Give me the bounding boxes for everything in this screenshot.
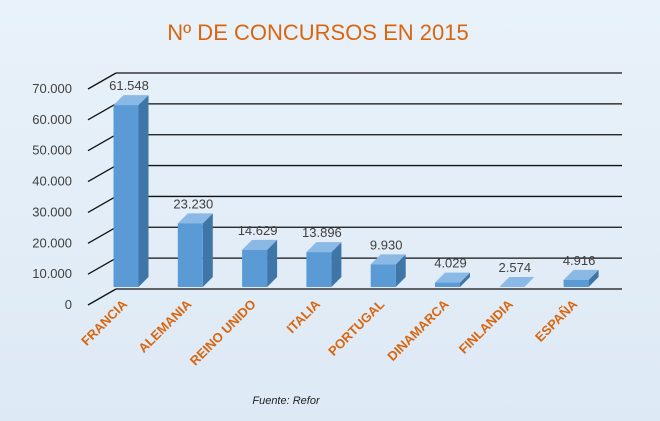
bar-alemania (177, 213, 213, 287)
bar-side (138, 95, 149, 287)
bar-top (113, 95, 149, 106)
x-tick-label: DINAMARCA (384, 296, 452, 364)
data-label: 61.548 (109, 78, 149, 93)
bar-front (563, 279, 589, 287)
gridline-depth (87, 195, 117, 213)
bar-front (177, 223, 203, 287)
data-label: 4.029 (434, 256, 467, 271)
bar-side (588, 269, 599, 287)
bar-side (267, 239, 278, 287)
bar-front (242, 249, 268, 287)
y-tick-label: 70.000 (32, 81, 72, 96)
bar-top (563, 269, 599, 280)
data-label: 13.896 (302, 225, 342, 240)
bar-side (395, 254, 406, 287)
x-tick-label: PORTUGAL (325, 296, 387, 358)
source-note: Fuente: Refor (252, 395, 321, 407)
bar-top (177, 213, 213, 224)
gridline-depth (87, 103, 117, 121)
bar-finlandia (499, 277, 535, 288)
bar-front (435, 282, 460, 287)
gridline-depth (87, 257, 117, 275)
gridline-depth (87, 72, 117, 90)
data-labels: 61.548 23.230 14.629 13.896 9.930 4.029 2.574 4… (109, 78, 595, 275)
x-tick-label: FRANCIA (78, 296, 130, 348)
bar-top (242, 239, 278, 250)
bar-front (370, 264, 396, 287)
gridline-depth (87, 226, 117, 244)
bars (113, 95, 599, 288)
data-label: 14.629 (238, 223, 278, 238)
data-label: 9.930 (370, 237, 403, 252)
gridline-depth (87, 288, 117, 306)
y-tick-label: 40.000 (32, 174, 72, 189)
y-tick-label: 20.000 (32, 235, 72, 250)
gridlines (87, 72, 622, 306)
x-tick-label: ITALIA (283, 296, 323, 336)
data-label: 23.230 (173, 196, 213, 211)
bar-españa (563, 269, 599, 287)
data-label: 2.574 (499, 260, 532, 275)
bar-reino-unido (242, 239, 278, 287)
bar-top (435, 272, 470, 283)
y-tick-label: 10.000 (32, 266, 72, 281)
x-tick-label: FINLANDIA (456, 296, 517, 357)
y-tick-label: 0 (65, 297, 72, 312)
y-tick-label: 30.000 (32, 204, 72, 219)
y-tick-label: 50.000 (32, 143, 72, 158)
bar-front (306, 252, 332, 287)
x-tick-label: REINO UNIDO (187, 297, 259, 369)
data-label: 4.916 (563, 253, 596, 268)
bar-side (331, 242, 342, 287)
bar-dinamarca (435, 272, 470, 287)
bar-side (202, 213, 213, 287)
bar-francia (113, 95, 149, 287)
bar-side (460, 272, 470, 287)
bar-top (306, 242, 342, 253)
bar-italia (306, 242, 342, 287)
bar-top (370, 254, 406, 265)
x-tick-label: ESPAÑA (532, 296, 581, 345)
gridline-depth (87, 134, 117, 152)
y-axis-ticks: 0 10.000 20.000 30.000 40.000 50.000 60.000 70.… (32, 81, 72, 312)
bar-portugal (370, 254, 406, 287)
x-tick-label: ALEMANIA (135, 296, 195, 356)
bar-top (499, 277, 535, 288)
bar-front (113, 105, 139, 287)
y-tick-label: 60.000 (32, 112, 72, 127)
gridline-depth (87, 165, 117, 183)
chart-title: Nº DE CONCURSOS EN 2015 (167, 20, 468, 45)
